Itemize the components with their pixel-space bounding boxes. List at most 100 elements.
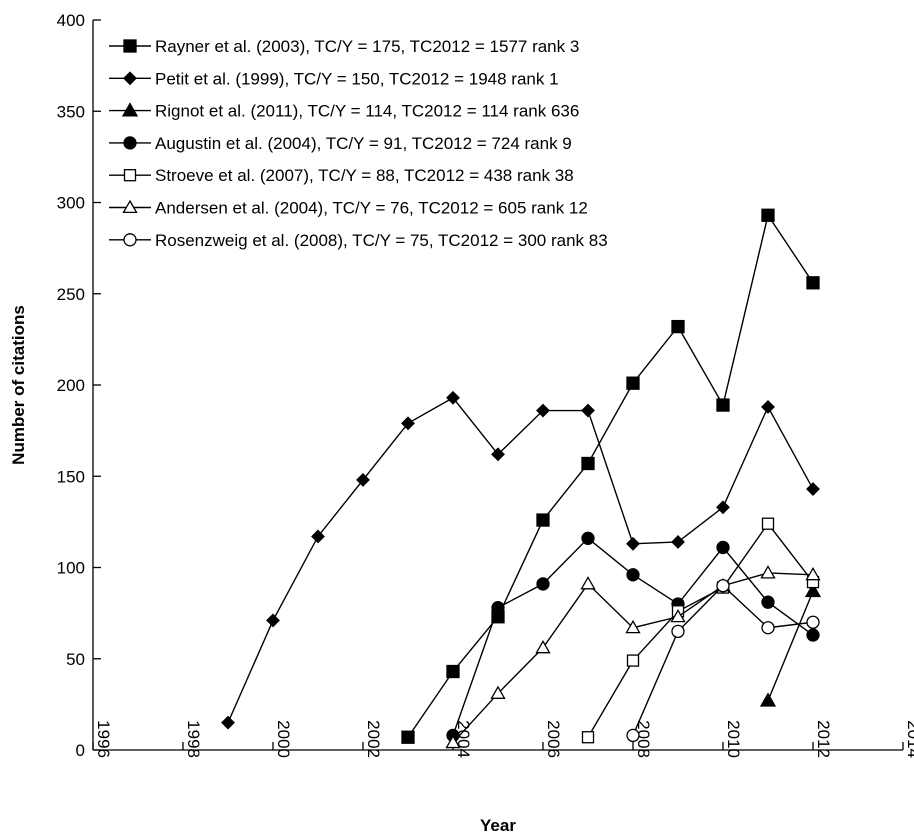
data-point xyxy=(581,531,595,545)
data-point xyxy=(670,608,686,623)
y-tick-label: 350 xyxy=(57,102,85,121)
x-tick-label: 2006 xyxy=(544,720,563,758)
data-point xyxy=(671,319,685,334)
data-point xyxy=(759,692,777,707)
data-point xyxy=(716,398,730,412)
legend-item-3: Rignot et al. (2011), TC/Y = 114, TC2012… xyxy=(109,102,579,121)
series-5 xyxy=(581,517,820,744)
data-point xyxy=(123,136,137,150)
data-point xyxy=(716,540,730,555)
x-tick-label: 2004 xyxy=(454,720,473,758)
data-point xyxy=(446,664,460,679)
x-tick-label: 2014 xyxy=(904,720,914,758)
series-line xyxy=(407,213,814,738)
data-point xyxy=(625,619,641,634)
legend-label: Rosenzweig et al. (2008), TC/Y = 75, TC2… xyxy=(155,231,608,250)
data-point xyxy=(580,576,596,590)
x-tick-label: 2000 xyxy=(274,720,293,758)
legend-label: Rignot et al. (2011), TC/Y = 114, TC2012… xyxy=(155,102,579,121)
data-point xyxy=(581,456,595,471)
x-tick-label: 2012 xyxy=(814,720,833,758)
y-tick-label: 250 xyxy=(57,285,85,304)
data-point xyxy=(716,579,730,593)
series-line xyxy=(452,537,814,736)
data-point xyxy=(761,399,775,414)
data-point xyxy=(805,566,821,581)
data-point xyxy=(123,233,137,247)
data-point xyxy=(761,595,775,609)
data-point xyxy=(761,621,775,635)
data-point xyxy=(266,613,280,628)
data-point xyxy=(536,403,550,418)
data-point xyxy=(536,577,550,591)
legend-label: Augustin et al. (2004), TC/Y = 91, TC201… xyxy=(155,134,572,153)
data-point xyxy=(221,715,235,730)
legend-label: Stroeve et al. (2007), TC/Y = 88, TC2012… xyxy=(155,166,574,185)
data-point xyxy=(401,416,415,431)
series-line xyxy=(587,522,814,738)
legend-label: Rayner et al. (2003), TC/Y = 175, TC2012… xyxy=(155,37,579,56)
y-tick-label: 150 xyxy=(57,467,85,486)
series-line xyxy=(227,396,814,723)
y-tick-label: 100 xyxy=(57,559,85,578)
data-point xyxy=(804,582,822,598)
x-tick-label: 1998 xyxy=(184,720,203,758)
legend-item-4: Augustin et al. (2004), TC/Y = 91, TC201… xyxy=(109,134,572,153)
data-point xyxy=(123,169,137,182)
data-point xyxy=(760,565,776,579)
data-point xyxy=(581,403,595,418)
data-point xyxy=(581,731,595,744)
data-point xyxy=(123,39,137,53)
data-point xyxy=(761,517,775,530)
x-tick-label: 1996 xyxy=(94,720,113,758)
data-point xyxy=(491,447,505,462)
series-layer xyxy=(221,208,822,749)
x-tick-label: 2008 xyxy=(634,720,653,758)
data-point xyxy=(536,513,550,527)
data-point xyxy=(806,276,820,290)
series-7 xyxy=(626,579,820,743)
data-point xyxy=(123,71,137,86)
data-point xyxy=(626,376,640,390)
data-point xyxy=(806,628,820,642)
legend-label: Andersen et al. (2004), TC/Y = 76, TC201… xyxy=(155,199,588,218)
y-tick-label: 400 xyxy=(57,11,85,30)
y-tick-label: 200 xyxy=(57,376,85,395)
data-point xyxy=(535,639,551,654)
data-point xyxy=(445,734,461,749)
series-line xyxy=(767,590,814,701)
data-point xyxy=(311,529,325,544)
data-point xyxy=(401,730,415,744)
legend-item-6: Andersen et al. (2004), TC/Y = 76, TC201… xyxy=(109,199,588,218)
legend-item-1: Rayner et al. (2003), TC/Y = 175, TC2012… xyxy=(109,37,579,56)
x-tick-label: 2010 xyxy=(724,720,743,758)
y-tick-label: 300 xyxy=(57,194,85,213)
data-point xyxy=(626,536,640,551)
x-axis-title: Year xyxy=(480,816,516,835)
data-point xyxy=(761,208,775,222)
series-2 xyxy=(221,390,820,730)
data-point xyxy=(806,615,820,629)
y-tick-label: 50 xyxy=(66,650,85,669)
data-point xyxy=(626,654,640,667)
axes: 0 50 100 150 200 250 300 350 400 1996 1998 2000 2002… xyxy=(57,11,914,760)
data-point xyxy=(671,624,685,639)
legend: Rayner et al. (2003), TC/Y = 175, TC2012… xyxy=(109,37,608,250)
legend-item-2: Petit et al. (1999), TC/Y = 150, TC2012 … xyxy=(109,69,559,88)
data-point xyxy=(490,685,506,699)
data-point xyxy=(446,390,460,405)
data-point xyxy=(122,199,138,214)
data-point xyxy=(356,472,370,487)
series-1 xyxy=(401,208,820,744)
legend-item-7: Rosenzweig et al. (2008), TC/Y = 75, TC2… xyxy=(109,231,608,250)
y-axis-title: Number of citations xyxy=(9,305,28,465)
series-4 xyxy=(446,531,820,743)
data-point xyxy=(121,102,139,117)
data-point xyxy=(626,568,640,582)
x-tick-label: 2002 xyxy=(364,720,383,758)
series-line xyxy=(632,584,814,736)
legend-label: Petit et al. (1999), TC/Y = 150, TC2012 … xyxy=(155,69,559,88)
y-tick-label: 0 xyxy=(76,741,85,760)
series-3 xyxy=(759,582,822,707)
